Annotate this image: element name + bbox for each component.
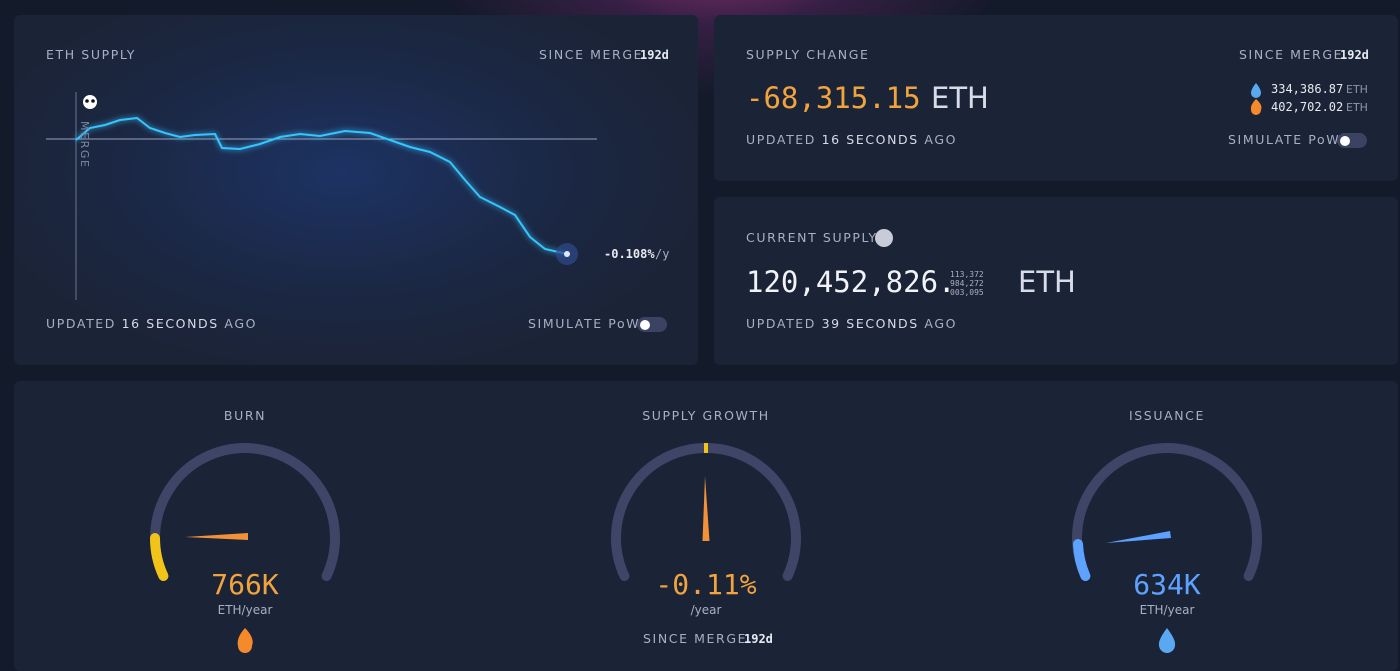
droplet-icon (1251, 83, 1261, 98)
updated-prefix: UPDATED (746, 316, 817, 331)
since-value: 192d (640, 48, 669, 62)
merge-label: MERGE (78, 121, 91, 169)
burn-gauge (149, 443, 340, 653)
updated-suffix: AGO (224, 316, 258, 331)
gauge-unit: ETH/year (1139, 603, 1195, 617)
toggle-label: SIMULATE PoW (1228, 132, 1341, 147)
since-value: 192d (1340, 48, 1369, 62)
toggle[interactable] (1337, 133, 1367, 148)
supply-change-panel (714, 15, 1398, 181)
updated: UPDATED 16 SECONDS AGO (746, 132, 958, 147)
updated-time: 16 SECONDS (121, 316, 219, 331)
updated-prefix: UPDATED (746, 132, 817, 147)
current-supply-unit: ETH (1018, 265, 1076, 299)
updated-time: 16 SECONDS (821, 132, 919, 147)
burned-value: 402,702.02 (1271, 100, 1344, 114)
gauge-unit: ETH/year (217, 603, 273, 617)
since-label: SINCE MERGE (539, 47, 644, 62)
updated-prefix: UPDATED (46, 316, 117, 331)
rate-unit: /y (655, 247, 670, 261)
decimals: 003,095 (950, 288, 984, 297)
panda-eye (85, 99, 89, 103)
panda-icon (83, 95, 97, 109)
since-label: SINCE MERGE (643, 631, 748, 646)
nerd-icon (875, 229, 893, 247)
panel-title: ETH SUPPLY (46, 47, 137, 62)
supply-change-value: -68,315.15 (746, 81, 921, 115)
gauge-title: BURN (223, 408, 267, 423)
gauge-value: 634K (1133, 568, 1201, 601)
panda-eye (91, 99, 95, 103)
updated-suffix: AGO (924, 132, 958, 147)
updated-suffix: AGO (924, 316, 958, 331)
end-dot (564, 251, 570, 257)
gauge-title: SUPPLY GROWTH (642, 408, 770, 423)
gauge-value: -0.11% (655, 568, 757, 601)
fire-icon (1250, 99, 1262, 115)
gauge-unit: /year (690, 603, 722, 617)
decimals: 984,272 (950, 279, 984, 288)
updated-time: 39 SECONDS (821, 316, 919, 331)
supply-change-unit: ETH (931, 81, 989, 115)
supply-line (75, 116, 568, 255)
panel-title: CURRENT SUPPLY (746, 230, 878, 245)
current-supply-panel (714, 197, 1398, 365)
gauge-title: ISSUANCE (1128, 408, 1206, 423)
issuance-gauge (1072, 443, 1262, 653)
gauge-value: 766K (211, 568, 279, 601)
since-label: SINCE MERGE (1239, 47, 1344, 62)
updated: UPDATED 39 SECONDS AGO (746, 316, 958, 331)
issued-unit: ETH (1346, 83, 1368, 96)
decimals: 113,372 (950, 270, 984, 279)
panel-title: SUPPLY CHANGE (746, 47, 870, 62)
rate: -0.108% (604, 247, 655, 261)
burned-unit: ETH (1346, 101, 1368, 114)
issued-value: 334,386.87 (1271, 82, 1344, 96)
toggle-label: SIMULATE PoW (528, 316, 641, 331)
growth-gauge (611, 443, 801, 581)
updated: UPDATED 16 SECONDS AGO (46, 316, 258, 331)
since-value: 192d (744, 632, 773, 646)
eth-supply-panel (14, 15, 698, 365)
toggle[interactable] (637, 317, 667, 332)
current-supply-value: 120,452,826. (746, 265, 956, 299)
